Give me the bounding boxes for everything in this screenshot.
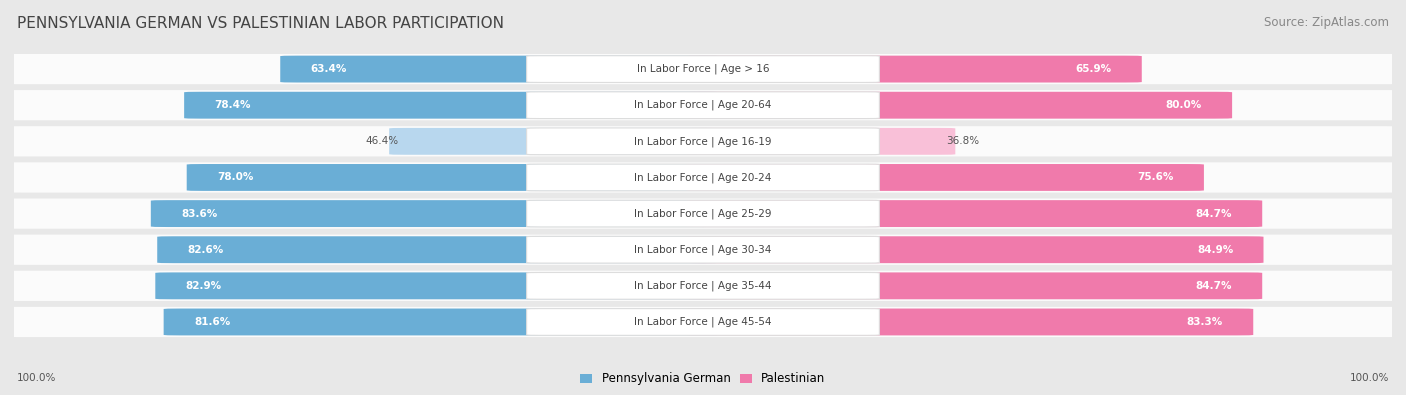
FancyBboxPatch shape <box>527 200 879 227</box>
FancyBboxPatch shape <box>686 56 1142 83</box>
FancyBboxPatch shape <box>0 235 1406 265</box>
FancyBboxPatch shape <box>150 200 720 227</box>
FancyBboxPatch shape <box>527 236 879 263</box>
FancyBboxPatch shape <box>0 162 1406 192</box>
FancyBboxPatch shape <box>686 308 1253 335</box>
FancyBboxPatch shape <box>527 308 879 335</box>
FancyBboxPatch shape <box>0 198 1406 229</box>
Text: In Labor Force | Age 35-44: In Labor Force | Age 35-44 <box>634 280 772 291</box>
FancyBboxPatch shape <box>280 56 720 83</box>
Text: 82.9%: 82.9% <box>186 281 222 291</box>
FancyBboxPatch shape <box>686 200 1263 227</box>
FancyBboxPatch shape <box>686 164 1204 191</box>
FancyBboxPatch shape <box>0 90 1406 120</box>
Text: 100.0%: 100.0% <box>17 373 56 383</box>
Text: In Labor Force | Age 30-34: In Labor Force | Age 30-34 <box>634 245 772 255</box>
Text: 84.7%: 84.7% <box>1195 209 1232 218</box>
Text: 83.6%: 83.6% <box>181 209 218 218</box>
Text: In Labor Force | Age > 16: In Labor Force | Age > 16 <box>637 64 769 74</box>
FancyBboxPatch shape <box>184 92 720 118</box>
FancyBboxPatch shape <box>527 56 879 83</box>
FancyBboxPatch shape <box>187 164 720 191</box>
Text: Source: ZipAtlas.com: Source: ZipAtlas.com <box>1264 16 1389 29</box>
Text: In Labor Force | Age 45-54: In Labor Force | Age 45-54 <box>634 317 772 327</box>
FancyBboxPatch shape <box>527 92 879 118</box>
FancyBboxPatch shape <box>0 54 1406 84</box>
FancyBboxPatch shape <box>686 273 1263 299</box>
Text: PENNSYLVANIA GERMAN VS PALESTINIAN LABOR PARTICIPATION: PENNSYLVANIA GERMAN VS PALESTINIAN LABOR… <box>17 16 503 31</box>
FancyBboxPatch shape <box>163 308 720 335</box>
FancyBboxPatch shape <box>686 128 955 155</box>
Text: 36.8%: 36.8% <box>946 136 979 146</box>
Legend: Pennsylvania German, Palestinian: Pennsylvania German, Palestinian <box>581 372 825 385</box>
FancyBboxPatch shape <box>157 236 720 263</box>
Text: In Labor Force | Age 20-64: In Labor Force | Age 20-64 <box>634 100 772 111</box>
Text: 78.0%: 78.0% <box>217 173 253 182</box>
Text: 75.6%: 75.6% <box>1137 173 1174 182</box>
Text: In Labor Force | Age 25-29: In Labor Force | Age 25-29 <box>634 208 772 219</box>
Text: 82.6%: 82.6% <box>187 245 224 255</box>
Text: 65.9%: 65.9% <box>1076 64 1112 74</box>
FancyBboxPatch shape <box>527 164 879 191</box>
FancyBboxPatch shape <box>155 273 720 299</box>
FancyBboxPatch shape <box>389 128 720 155</box>
FancyBboxPatch shape <box>527 128 879 155</box>
Text: 84.9%: 84.9% <box>1197 245 1233 255</box>
Text: 84.7%: 84.7% <box>1195 281 1232 291</box>
Text: In Labor Force | Age 16-19: In Labor Force | Age 16-19 <box>634 136 772 147</box>
Text: 80.0%: 80.0% <box>1166 100 1202 110</box>
Text: In Labor Force | Age 20-24: In Labor Force | Age 20-24 <box>634 172 772 183</box>
Text: 46.4%: 46.4% <box>366 136 399 146</box>
FancyBboxPatch shape <box>686 92 1232 118</box>
FancyBboxPatch shape <box>0 271 1406 301</box>
Text: 100.0%: 100.0% <box>1350 373 1389 383</box>
FancyBboxPatch shape <box>0 307 1406 337</box>
FancyBboxPatch shape <box>0 126 1406 156</box>
Text: 63.4%: 63.4% <box>311 64 347 74</box>
FancyBboxPatch shape <box>527 273 879 299</box>
Text: 81.6%: 81.6% <box>194 317 231 327</box>
Text: 78.4%: 78.4% <box>215 100 250 110</box>
Text: 83.3%: 83.3% <box>1187 317 1223 327</box>
FancyBboxPatch shape <box>686 236 1264 263</box>
